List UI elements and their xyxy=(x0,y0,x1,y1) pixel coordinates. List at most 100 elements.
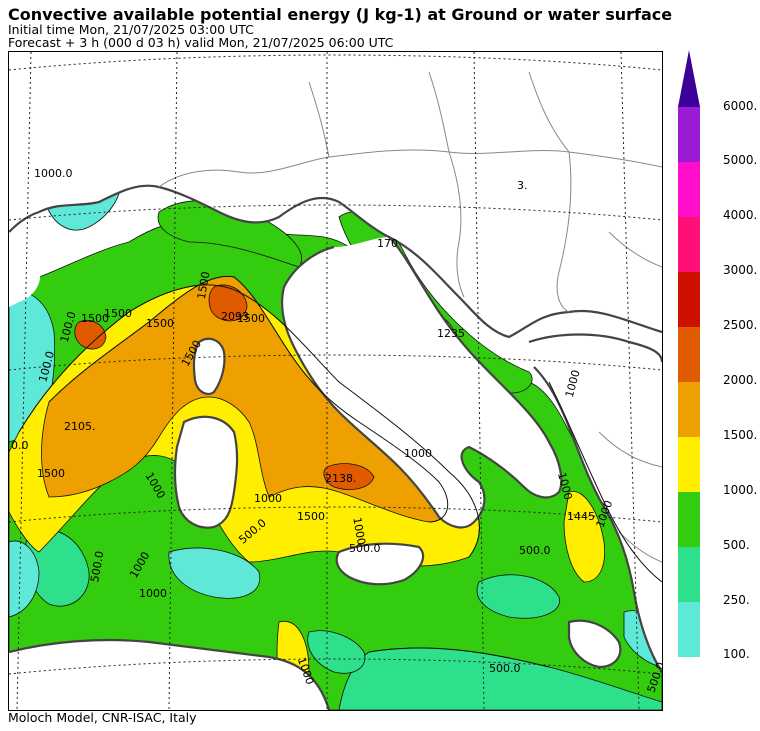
contour-layer xyxy=(18,275,662,668)
map-canvas: 1000.0 100.0 100.0 3. 1500 1500 1500 150… xyxy=(9,52,662,710)
contour-label: 1500 xyxy=(104,307,132,320)
colorbar-label-1000: 1000. xyxy=(723,483,758,497)
land-italy-peninsula xyxy=(282,237,562,528)
contour-label: 1500 xyxy=(146,317,174,330)
cape-map: 1000.0 100.0 100.0 3. 1500 1500 1500 150… xyxy=(8,51,663,711)
contour-label: 2093 xyxy=(221,310,249,323)
colorbar-band-2500 xyxy=(678,272,700,327)
colorbar-band-3000 xyxy=(678,217,700,272)
colorbar-band-5000 xyxy=(678,107,700,162)
colorbar-band-1000 xyxy=(678,437,700,492)
coastline-sardinia xyxy=(173,415,239,529)
land-corsica xyxy=(194,338,225,394)
contour-1500 xyxy=(48,275,449,523)
contour-label: 2105. xyxy=(64,420,96,433)
colorbar-band-500 xyxy=(678,492,700,547)
contour-label: 1500 xyxy=(297,510,325,523)
land-sardinia xyxy=(174,416,238,528)
land-spain-northeast xyxy=(9,232,41,307)
colorbar-band-250 xyxy=(678,547,700,602)
cape-band-1000-ionian xyxy=(563,491,606,583)
border-layer xyxy=(158,71,662,563)
parallel-4 xyxy=(9,506,662,523)
contour-label: 1445 xyxy=(567,510,595,523)
parallel-5 xyxy=(9,658,662,675)
cape-band-250-sicily xyxy=(307,630,366,674)
coastline-europe xyxy=(9,184,662,339)
graticule-layer xyxy=(9,52,662,710)
colorbar-label-100: 100. xyxy=(723,647,750,661)
parallel-1 xyxy=(9,54,662,71)
contour-label: 1000 xyxy=(254,492,282,505)
border-2 xyxy=(328,149,662,168)
contour-label: 1235 xyxy=(437,327,465,340)
border-7 xyxy=(528,71,570,153)
colorbar-label-250: 250. xyxy=(723,593,750,607)
border-1 xyxy=(158,156,330,188)
border-8 xyxy=(608,231,662,268)
border-6 xyxy=(428,71,450,153)
contour-label: 0.0 xyxy=(11,439,29,452)
cape-band-100-wadi xyxy=(168,547,261,599)
colorbar-triangle-6000 xyxy=(678,50,700,107)
map-title: Convective available potential energy (J… xyxy=(8,5,673,24)
cape-band-250-ionian xyxy=(476,574,560,619)
land-north-africa xyxy=(9,640,329,710)
land-layer xyxy=(9,52,662,710)
colorbar-band-100 xyxy=(678,602,700,657)
colorbar-label-1500: 1500. xyxy=(723,428,758,442)
colorbar-band-1500 xyxy=(678,382,700,437)
parallel-2 xyxy=(9,204,662,221)
border-5 xyxy=(308,81,330,158)
land-sicily xyxy=(336,543,424,585)
contour-label: 1000 xyxy=(350,516,368,546)
contour-label: 1000 xyxy=(139,587,167,600)
cape-band-2000-south xyxy=(323,463,375,490)
colorbar-label-2500: 2500. xyxy=(723,318,758,332)
cape-band-2000-corsica xyxy=(208,284,248,322)
contour-label: 1500 xyxy=(195,270,213,300)
border-10 xyxy=(618,531,662,563)
colorbar-band-4000 xyxy=(678,162,700,217)
contour-label: 500.0 xyxy=(88,550,106,583)
contour-label: 500.0 xyxy=(349,542,381,555)
contour-label: 3. xyxy=(517,179,528,192)
model-credit: Moloch Model, CNR-ISAC, Italy xyxy=(8,710,197,725)
colorbar-band-2000 xyxy=(678,327,700,382)
contour-label: 170 xyxy=(377,237,398,250)
contour-label: 2138. xyxy=(325,472,357,485)
colorbar-label-500: 500. xyxy=(723,538,750,552)
contour-label: 1500 xyxy=(237,312,265,325)
contour-500-east xyxy=(548,381,662,583)
coastline-italy xyxy=(280,236,563,529)
contour-label: 500.0 xyxy=(489,662,521,675)
contour-label: 500.0 xyxy=(519,544,551,557)
colorbar-label-4000: 4000. xyxy=(723,208,758,222)
colorbar xyxy=(678,50,700,657)
colorbar-label-5000: 5000. xyxy=(723,153,758,167)
land-greece xyxy=(569,620,621,667)
coastline-corsica xyxy=(192,337,226,396)
colorbar-label-2000: 2000. xyxy=(723,373,758,387)
initial-time: Initial time Mon, 21/07/2025 03:00 UTC xyxy=(8,22,254,37)
coastline-africa xyxy=(9,638,331,710)
contour-500-south xyxy=(368,647,550,668)
colorbar-label-6000: 6000. xyxy=(723,99,758,113)
land-europe-north xyxy=(9,52,662,337)
colorbar-segments xyxy=(678,107,700,657)
contour-1000 xyxy=(18,284,480,558)
border-4 xyxy=(556,151,572,313)
contour-label: 1500 xyxy=(81,312,109,325)
contour-label: 1000 xyxy=(404,447,432,460)
contour-label: 1000.0 xyxy=(34,167,73,180)
colorbar-label-3000: 3000. xyxy=(723,263,758,277)
cape-band-2000-west xyxy=(74,320,107,350)
forecast-valid-time: Forecast + 3 h (000 d 03 h) valid Mon, 2… xyxy=(8,35,394,50)
border-3 xyxy=(448,151,465,298)
parallel-3 xyxy=(9,354,662,371)
land-balkans xyxy=(523,334,662,672)
contour-label: 1500 xyxy=(37,467,65,480)
coastline-greece xyxy=(567,619,622,669)
border-9 xyxy=(598,431,662,468)
coastline-sicily xyxy=(335,542,425,586)
